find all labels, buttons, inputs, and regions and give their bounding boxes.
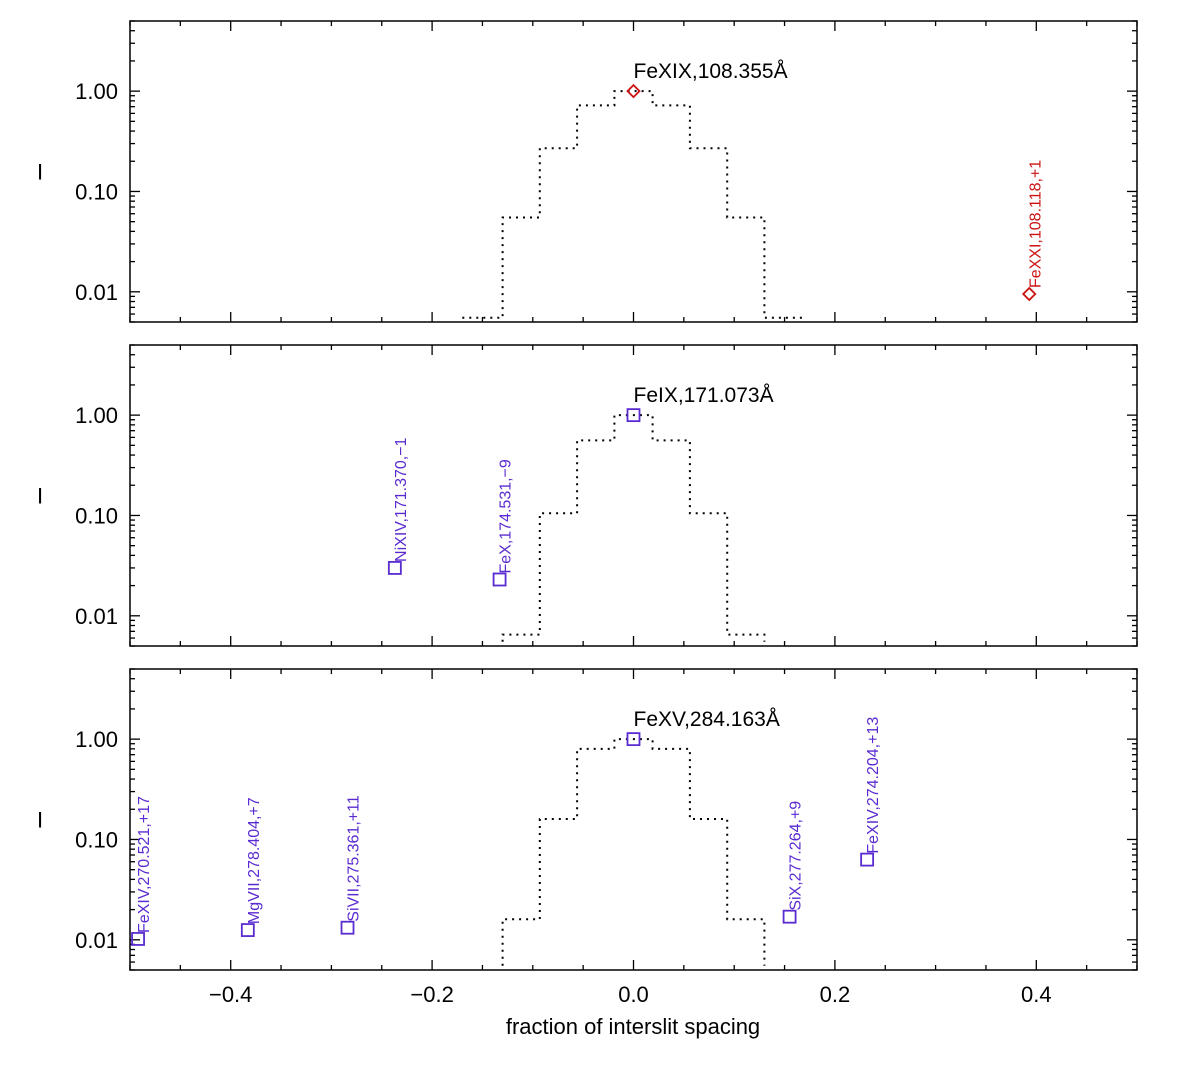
y-tick-label: 0.10	[75, 827, 118, 852]
profile-line	[501, 414, 766, 642]
y-tick-label: 0.01	[75, 928, 118, 953]
y-tick-label: 0.01	[75, 604, 118, 629]
y-tick-label: 1.00	[75, 79, 118, 104]
main-line-label: FeIX,171.073Å	[634, 384, 774, 407]
x-axis: −0.4 −0.2 0.0 0.2 0.4	[209, 982, 1052, 1007]
x-tick-label: 0.4	[1021, 982, 1052, 1007]
main-line-label: FeXV,284.163Å	[634, 708, 780, 731]
y-axis-title: I	[37, 484, 43, 509]
blend-line-marker	[782, 909, 797, 924]
main-line-marker	[626, 83, 641, 99]
blend-line-marker	[860, 852, 875, 867]
blend-line-marker	[240, 923, 255, 937]
x-tick-label: 0.2	[820, 982, 851, 1007]
y-tick-label: 1.00	[75, 727, 118, 752]
y-tick-label: 0.01	[75, 280, 118, 305]
panel-3: 1.00 0.10 0.01 I FeXV,284.163Å FeXIV,270.521,…	[37, 668, 1138, 971]
x-axis-title: fraction of interslit spacing	[506, 1014, 760, 1039]
blend-line-label: FeXIV,270.521,+17	[136, 796, 153, 933]
blend-line-marker	[131, 932, 145, 946]
x-tick-label: −0.4	[209, 982, 252, 1007]
profile-line	[462, 90, 805, 319]
blend-line-label: FeX,174.531,−9	[498, 459, 515, 573]
blend-line-marker	[387, 561, 402, 575]
main-line-marker	[626, 732, 641, 747]
y-axis-title: I	[37, 808, 43, 833]
blend-line-label: MgVII,278.404,+7	[246, 797, 263, 924]
panel-1: 1.00 0.10 0.01 I FeXIX,108.355Å FeXXI,108.118…	[37, 20, 1138, 323]
main-line-marker	[626, 408, 641, 423]
y-tick-label: 0.10	[75, 503, 118, 528]
main-line-label: FeXIX,108.355Å	[634, 60, 788, 83]
blend-line-label: FeXXI,108.118,+1	[1027, 160, 1044, 288]
y-axis-title: I	[37, 160, 43, 185]
profile-line	[501, 738, 766, 966]
blend-line-marker	[1021, 286, 1037, 302]
blend-line-label: SiX,277.264,+9	[788, 801, 805, 911]
y-tick-label: 0.10	[75, 179, 118, 204]
panels-layer: 1.00 0.10 0.01 I FeXIX,108.355Å FeXXI,108.118…	[37, 20, 1138, 971]
y-tick-label: 1.00	[75, 403, 118, 428]
panel-2: 1.00 0.10 0.01 I FeIX,171.073Å NiXIV,171.370,…	[37, 344, 1138, 647]
x-tick-label: −0.2	[410, 982, 453, 1007]
x-tick-label: 0.0	[618, 982, 649, 1007]
blend-line-label: NiXIV,171.370,−1	[393, 437, 410, 562]
blend-line-label: SiVII,275.361,+11	[346, 795, 363, 922]
blend-line-label: FeXIV,274.204,+13	[865, 717, 882, 854]
blend-line-marker	[492, 572, 507, 587]
blend-line-marker	[340, 920, 355, 935]
